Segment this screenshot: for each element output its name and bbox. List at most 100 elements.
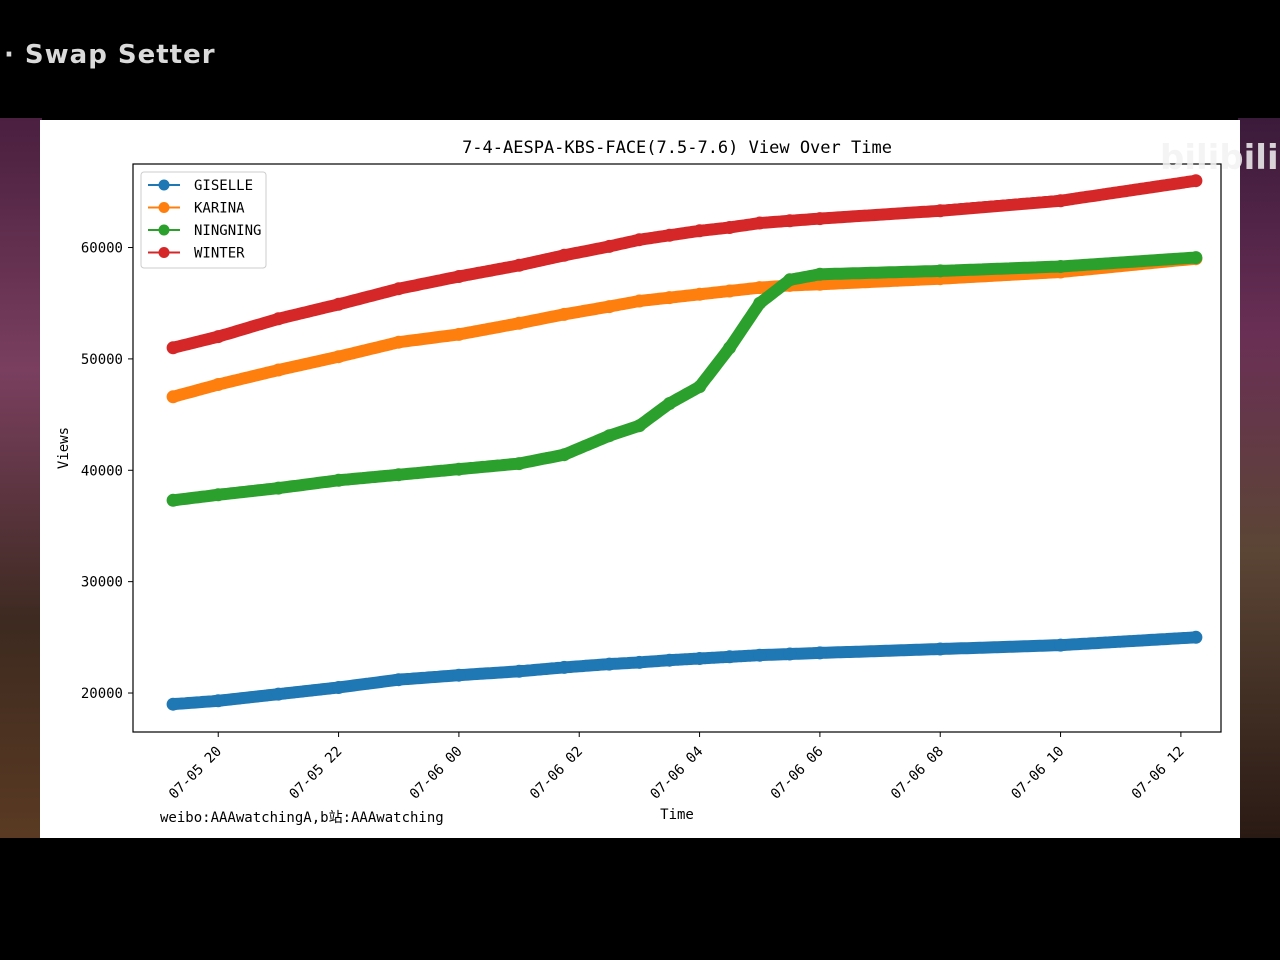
- data-point-giselle: [452, 668, 466, 682]
- data-point-giselle: [512, 664, 526, 678]
- data-point-giselle: [392, 673, 406, 687]
- data-point-karina: [332, 350, 346, 364]
- x-tick-label: 07-06 00: [407, 744, 466, 803]
- data-point-winter: [753, 216, 767, 230]
- data-point-karina: [557, 307, 571, 321]
- data-point-winter: [1189, 174, 1203, 188]
- x-tick-label: 07-06 08: [888, 744, 947, 803]
- data-point-winter: [1054, 194, 1068, 208]
- top-overlay-caption: · Swap Setter: [4, 40, 216, 70]
- data-point-giselle: [211, 694, 225, 708]
- data-point-ningning: [211, 488, 225, 502]
- data-point-winter: [166, 341, 180, 355]
- data-point-ningning: [933, 264, 947, 278]
- data-point-karina: [452, 327, 466, 341]
- data-point-giselle: [557, 660, 571, 674]
- data-point-ningning: [602, 429, 616, 443]
- data-point-karina: [663, 291, 676, 305]
- data-point-winter: [271, 312, 285, 326]
- data-point-giselle: [271, 687, 285, 701]
- data-point-karina: [602, 300, 616, 314]
- data-point-ningning: [1189, 251, 1203, 265]
- legend-marker-ningning: [158, 224, 170, 236]
- y-tick-label: 60000: [81, 241, 123, 257]
- legend-box: [140, 171, 267, 269]
- data-point-giselle: [693, 652, 707, 665]
- data-point-giselle: [723, 650, 737, 664]
- data-point-winter: [512, 258, 526, 272]
- data-point-ningning: [693, 380, 707, 394]
- line-chart: 7-4-AESPA-KBS-FACE(7.5-7.6) View Over Ti…: [56, 138, 1222, 826]
- plot-frame: [132, 163, 1222, 733]
- data-point-karina: [211, 378, 225, 391]
- data-point-winter: [693, 224, 707, 238]
- data-point-winter: [211, 330, 225, 344]
- data-point-ningning: [332, 473, 346, 487]
- data-point-karina: [392, 335, 406, 349]
- legend-label-winter: WINTER: [194, 246, 245, 262]
- data-point-ningning: [166, 493, 180, 507]
- x-tick-label: 07-06 04: [647, 744, 706, 803]
- data-point-karina: [723, 284, 737, 298]
- x-tick-label: 07-06 12: [1129, 744, 1188, 803]
- legend-label-karina: KARINA: [194, 201, 245, 217]
- data-point-winter: [783, 214, 797, 228]
- data-point-giselle: [783, 647, 797, 661]
- data-point-karina: [753, 281, 767, 295]
- data-point-karina: [271, 363, 285, 377]
- data-point-karina: [632, 294, 646, 308]
- legend-marker-giselle: [158, 179, 170, 191]
- data-point-giselle: [663, 653, 676, 667]
- legend: GISELLE KARINA NINGNING WINTER: [140, 171, 267, 269]
- data-point-ningning: [663, 397, 676, 410]
- data-point-ningning: [723, 341, 737, 355]
- data-point-karina: [693, 287, 707, 301]
- data-point-ningning: [557, 448, 571, 462]
- y-tick-label: 30000: [81, 575, 123, 591]
- data-point-winter: [632, 233, 646, 247]
- legend-marker-karina: [158, 202, 170, 213]
- x-tick-label: 07-06 06: [768, 744, 827, 803]
- background-right-strip: [1238, 118, 1280, 838]
- y-tick-label: 50000: [81, 352, 123, 368]
- data-point-winter: [933, 204, 947, 218]
- data-point-ningning: [392, 468, 406, 482]
- y-axis: 20000 30000 40000 50000 60000: [81, 241, 133, 702]
- series-layer: [166, 174, 1203, 711]
- y-tick-label: 40000: [81, 463, 123, 479]
- x-axis-label: Time: [660, 807, 694, 823]
- bilibili-logo: bilibili: [1160, 138, 1279, 178]
- data-point-giselle: [1189, 630, 1203, 644]
- data-point-karina: [512, 316, 526, 330]
- data-point-giselle: [602, 657, 616, 671]
- data-point-winter: [602, 239, 616, 253]
- data-point-karina: [166, 390, 180, 404]
- data-point-winter: [813, 212, 827, 226]
- y-axis-label: Views: [56, 427, 72, 469]
- chart-title: 7-4-AESPA-KBS-FACE(7.5-7.6) View Over Ti…: [462, 138, 892, 158]
- data-point-ningning: [452, 462, 466, 476]
- legend-label-ningning: NINGNING: [194, 223, 261, 239]
- data-point-winter: [723, 221, 737, 234]
- data-point-giselle: [166, 697, 180, 711]
- data-point-winter: [663, 228, 676, 242]
- x-tick-label: 07-06 02: [527, 744, 586, 803]
- data-point-ningning: [632, 419, 646, 433]
- data-point-giselle: [933, 642, 947, 656]
- data-point-ningning: [753, 296, 767, 310]
- data-point-giselle: [813, 646, 827, 660]
- data-point-karina: [813, 277, 827, 291]
- data-point-ningning: [271, 481, 285, 495]
- data-point-ningning: [813, 267, 827, 281]
- data-point-giselle: [753, 648, 767, 662]
- legend-marker-winter: [158, 247, 170, 258]
- credit-text: weibo:AAAwatchingA,b站:AAAwatching: [160, 810, 444, 826]
- data-point-winter: [392, 282, 406, 296]
- y-tick-label: 20000: [81, 686, 123, 702]
- data-point-giselle: [332, 681, 346, 694]
- x-tick-label: 07-06 10: [1008, 744, 1067, 803]
- legend-label-giselle: GISELLE: [194, 178, 253, 194]
- x-tick-label: 07-05 20: [166, 744, 225, 803]
- data-point-giselle: [1054, 638, 1068, 652]
- data-point-winter: [452, 270, 466, 283]
